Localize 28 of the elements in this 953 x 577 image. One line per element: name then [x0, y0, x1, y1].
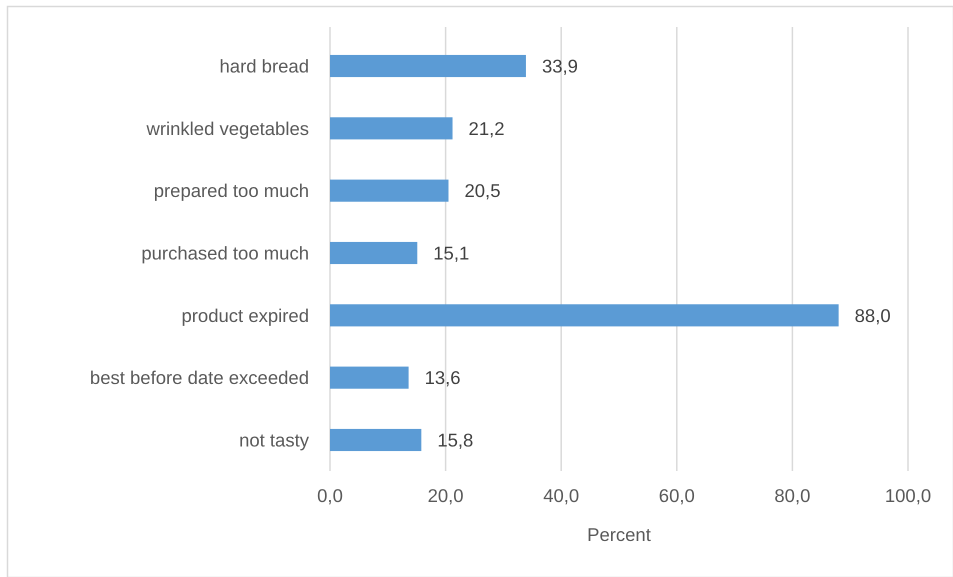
- x-axis-title: Percent: [587, 524, 651, 545]
- y-tick-label: hard bread: [220, 56, 309, 77]
- y-tick-label: best before date exceeded: [90, 367, 309, 388]
- y-tick-label: purchased too much: [141, 242, 309, 264]
- y-tick-label: not tasty: [239, 429, 310, 450]
- y-tick-label: prepared too much: [154, 180, 309, 202]
- x-tick-label: 60,0: [658, 485, 695, 506]
- data-label: 21,2: [468, 118, 505, 139]
- data-label: 15,8: [437, 429, 474, 450]
- bar: [330, 117, 453, 140]
- data-label: 33,9: [542, 56, 578, 77]
- data-label: 88,0: [854, 304, 891, 326]
- data-label: 20,5: [464, 180, 501, 202]
- bar: [330, 180, 448, 202]
- bar: [330, 366, 409, 389]
- x-tick-label: 40,0: [543, 485, 580, 506]
- x-tick-label: 0,0: [317, 485, 343, 506]
- bar: [330, 54, 526, 78]
- bar: [330, 242, 418, 264]
- bar: [330, 428, 422, 452]
- x-tick-label: 100,0: [884, 485, 932, 506]
- y-tick-label: wrinkled vegetables: [146, 118, 309, 139]
- bar: [330, 304, 839, 326]
- data-label: 13,6: [424, 367, 461, 388]
- y-tick-label: product expired: [181, 304, 309, 326]
- x-tick-label: 20,0: [428, 485, 464, 506]
- data-label: 15,1: [433, 242, 470, 264]
- x-tick-label: 80,0: [774, 485, 810, 506]
